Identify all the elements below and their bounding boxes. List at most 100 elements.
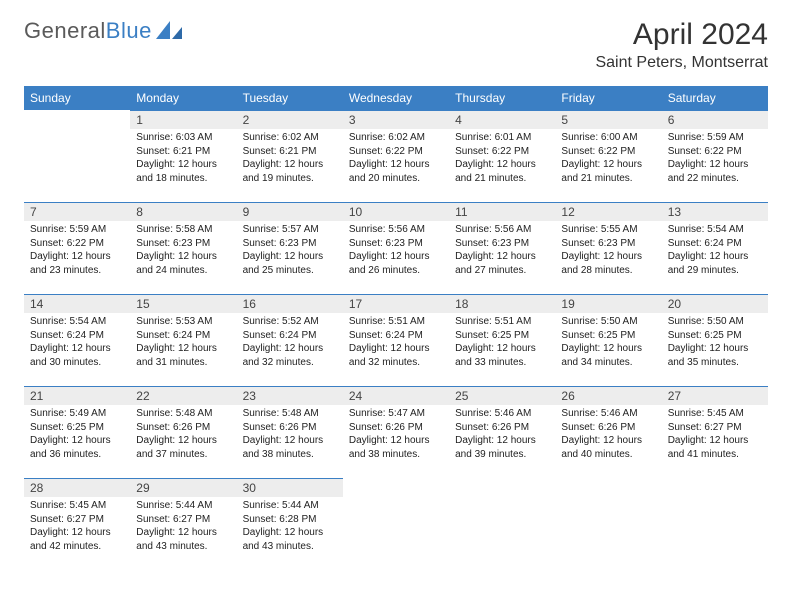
calendar-cell: 20Sunrise: 5:50 AMSunset: 6:25 PMDayligh…: [662, 294, 768, 386]
day-details: Sunrise: 5:59 AMSunset: 6:22 PMDaylight:…: [662, 129, 768, 191]
weekday-tuesday: Tuesday: [237, 86, 343, 110]
weekday-saturday: Saturday: [662, 86, 768, 110]
calendar-row: 14Sunrise: 5:54 AMSunset: 6:24 PMDayligh…: [24, 294, 768, 386]
day-number: 23: [237, 386, 343, 405]
weekday-friday: Friday: [555, 86, 661, 110]
sunrise-line: Sunrise: 5:59 AM: [30, 223, 124, 237]
sunset-line: Sunset: 6:28 PM: [243, 513, 337, 527]
day-details: Sunrise: 5:48 AMSunset: 6:26 PMDaylight:…: [130, 405, 236, 467]
calendar-cell: 15Sunrise: 5:53 AMSunset: 6:24 PMDayligh…: [130, 294, 236, 386]
calendar-cell: 4Sunrise: 6:01 AMSunset: 6:22 PMDaylight…: [449, 110, 555, 202]
daylight-line: Daylight: 12 hours and 18 minutes.: [136, 158, 230, 185]
logo-text-general: General: [24, 18, 106, 44]
sunset-line: Sunset: 6:25 PM: [561, 329, 655, 343]
sunrise-line: Sunrise: 6:03 AM: [136, 131, 230, 145]
calendar-cell: 6Sunrise: 5:59 AMSunset: 6:22 PMDaylight…: [662, 110, 768, 202]
sunset-line: Sunset: 6:25 PM: [30, 421, 124, 435]
sunrise-line: Sunrise: 5:46 AM: [455, 407, 549, 421]
month-title: April 2024: [595, 18, 768, 52]
daylight-line: Daylight: 12 hours and 33 minutes.: [455, 342, 549, 369]
day-number: 8: [130, 202, 236, 221]
daylight-line: Daylight: 12 hours and 43 minutes.: [243, 526, 337, 553]
day-number: 19: [555, 294, 661, 313]
sunrise-line: Sunrise: 5:56 AM: [455, 223, 549, 237]
calendar-cell: 13Sunrise: 5:54 AMSunset: 6:24 PMDayligh…: [662, 202, 768, 294]
sunrise-line: Sunrise: 6:02 AM: [349, 131, 443, 145]
sunrise-line: Sunrise: 5:58 AM: [136, 223, 230, 237]
day-details: Sunrise: 5:59 AMSunset: 6:22 PMDaylight:…: [24, 221, 130, 283]
day-number: 7: [24, 202, 130, 221]
day-number: 6: [662, 110, 768, 129]
sunrise-line: Sunrise: 5:44 AM: [243, 499, 337, 513]
calendar-cell: 18Sunrise: 5:51 AMSunset: 6:25 PMDayligh…: [449, 294, 555, 386]
day-details: Sunrise: 5:49 AMSunset: 6:25 PMDaylight:…: [24, 405, 130, 467]
day-number: 18: [449, 294, 555, 313]
calendar-cell: 2Sunrise: 6:02 AMSunset: 6:21 PMDaylight…: [237, 110, 343, 202]
daylight-line: Daylight: 12 hours and 39 minutes.: [455, 434, 549, 461]
day-number: 2: [237, 110, 343, 129]
weekday-monday: Monday: [130, 86, 236, 110]
day-number: 28: [24, 478, 130, 497]
calendar-cell: 12Sunrise: 5:55 AMSunset: 6:23 PMDayligh…: [555, 202, 661, 294]
calendar-cell: 3Sunrise: 6:02 AMSunset: 6:22 PMDaylight…: [343, 110, 449, 202]
sunrise-line: Sunrise: 5:50 AM: [561, 315, 655, 329]
sunrise-line: Sunrise: 5:46 AM: [561, 407, 655, 421]
sunrise-line: Sunrise: 5:57 AM: [243, 223, 337, 237]
calendar-cell: 25Sunrise: 5:46 AMSunset: 6:26 PMDayligh…: [449, 386, 555, 478]
sunrise-line: Sunrise: 5:55 AM: [561, 223, 655, 237]
day-details: Sunrise: 5:45 AMSunset: 6:27 PMDaylight:…: [662, 405, 768, 467]
day-details: Sunrise: 5:50 AMSunset: 6:25 PMDaylight:…: [555, 313, 661, 375]
logo: GeneralBlue: [24, 18, 182, 44]
daylight-line: Daylight: 12 hours and 19 minutes.: [243, 158, 337, 185]
sunset-line: Sunset: 6:22 PM: [455, 145, 549, 159]
daylight-line: Daylight: 12 hours and 31 minutes.: [136, 342, 230, 369]
daylight-line: Daylight: 12 hours and 29 minutes.: [668, 250, 762, 277]
sunset-line: Sunset: 6:27 PM: [30, 513, 124, 527]
day-details: Sunrise: 5:56 AMSunset: 6:23 PMDaylight:…: [449, 221, 555, 283]
calendar-row: 28Sunrise: 5:45 AMSunset: 6:27 PMDayligh…: [24, 478, 768, 570]
daylight-line: Daylight: 12 hours and 28 minutes.: [561, 250, 655, 277]
day-number: 17: [343, 294, 449, 313]
day-details: Sunrise: 6:00 AMSunset: 6:22 PMDaylight:…: [555, 129, 661, 191]
day-details: Sunrise: 5:56 AMSunset: 6:23 PMDaylight:…: [343, 221, 449, 283]
sunset-line: Sunset: 6:26 PM: [455, 421, 549, 435]
sunrise-line: Sunrise: 5:51 AM: [349, 315, 443, 329]
calendar-table: Sunday Monday Tuesday Wednesday Thursday…: [24, 86, 768, 570]
sunrise-line: Sunrise: 5:48 AM: [243, 407, 337, 421]
daylight-line: Daylight: 12 hours and 21 minutes.: [455, 158, 549, 185]
day-details: Sunrise: 5:53 AMSunset: 6:24 PMDaylight:…: [130, 313, 236, 375]
sunset-line: Sunset: 6:27 PM: [136, 513, 230, 527]
day-number: 16: [237, 294, 343, 313]
daylight-line: Daylight: 12 hours and 43 minutes.: [136, 526, 230, 553]
sunrise-line: Sunrise: 5:44 AM: [136, 499, 230, 513]
daylight-line: Daylight: 12 hours and 23 minutes.: [30, 250, 124, 277]
day-number: 9: [237, 202, 343, 221]
calendar-cell: 29Sunrise: 5:44 AMSunset: 6:27 PMDayligh…: [130, 478, 236, 570]
daylight-line: Daylight: 12 hours and 30 minutes.: [30, 342, 124, 369]
calendar-cell: 19Sunrise: 5:50 AMSunset: 6:25 PMDayligh…: [555, 294, 661, 386]
sunrise-line: Sunrise: 5:59 AM: [668, 131, 762, 145]
sunset-line: Sunset: 6:23 PM: [561, 237, 655, 251]
day-details: Sunrise: 5:54 AMSunset: 6:24 PMDaylight:…: [662, 221, 768, 283]
calendar-cell: 22Sunrise: 5:48 AMSunset: 6:26 PMDayligh…: [130, 386, 236, 478]
daylight-line: Daylight: 12 hours and 38 minutes.: [243, 434, 337, 461]
sunset-line: Sunset: 6:24 PM: [30, 329, 124, 343]
sunrise-line: Sunrise: 6:02 AM: [243, 131, 337, 145]
sunset-line: Sunset: 6:23 PM: [455, 237, 549, 251]
day-details: Sunrise: 5:54 AMSunset: 6:24 PMDaylight:…: [24, 313, 130, 375]
day-number: 20: [662, 294, 768, 313]
day-details: Sunrise: 5:58 AMSunset: 6:23 PMDaylight:…: [130, 221, 236, 283]
weekday-thursday: Thursday: [449, 86, 555, 110]
sunrise-line: Sunrise: 5:56 AM: [349, 223, 443, 237]
calendar-cell: 24Sunrise: 5:47 AMSunset: 6:26 PMDayligh…: [343, 386, 449, 478]
daylight-line: Daylight: 12 hours and 37 minutes.: [136, 434, 230, 461]
title-block: April 2024 Saint Peters, Montserrat: [595, 18, 768, 72]
day-details: Sunrise: 5:45 AMSunset: 6:27 PMDaylight:…: [24, 497, 130, 559]
calendar-cell: [24, 110, 130, 202]
calendar-cell: 1Sunrise: 6:03 AMSunset: 6:21 PMDaylight…: [130, 110, 236, 202]
sunset-line: Sunset: 6:24 PM: [243, 329, 337, 343]
day-number: 11: [449, 202, 555, 221]
sunset-line: Sunset: 6:23 PM: [349, 237, 443, 251]
sunset-line: Sunset: 6:26 PM: [136, 421, 230, 435]
day-number: 27: [662, 386, 768, 405]
